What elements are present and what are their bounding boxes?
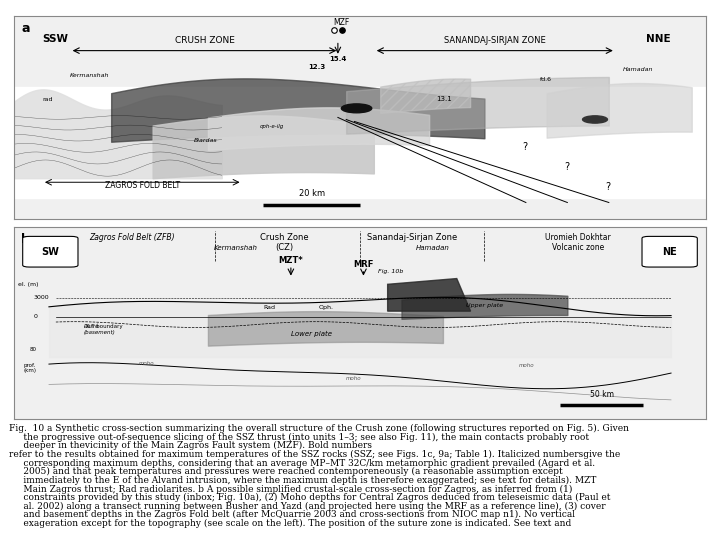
Text: Kermanshah: Kermanshah bbox=[214, 245, 258, 251]
Text: -K.T boundary: -K.T boundary bbox=[84, 325, 122, 329]
Text: ?: ? bbox=[564, 162, 569, 172]
Text: oph-e-ilg: oph-e-ilg bbox=[260, 124, 284, 129]
Text: constraints provided by this study (inbox; Fig. 10a), (2) Moho depths for Centra: constraints provided by this study (inbo… bbox=[9, 493, 610, 502]
Text: deeper in thevicinity of the Main Zagros Fault system (MZF). Bold numbers: deeper in thevicinity of the Main Zagros… bbox=[9, 441, 372, 450]
Text: Fig.  10 a Synthetic cross-section summarizing the overall structure of the Crus: Fig. 10 a Synthetic cross-section summar… bbox=[9, 424, 629, 433]
Text: Oph.: Oph. bbox=[318, 305, 333, 310]
Text: Hamadan: Hamadan bbox=[623, 67, 653, 72]
Text: ?: ? bbox=[606, 183, 611, 192]
Text: moho: moho bbox=[519, 363, 535, 368]
Polygon shape bbox=[387, 279, 471, 311]
Text: prof.
(km): prof. (km) bbox=[23, 363, 36, 374]
Text: 15.4: 15.4 bbox=[329, 56, 346, 62]
Text: MZT*: MZT* bbox=[279, 256, 303, 265]
Text: moho: moho bbox=[139, 361, 155, 366]
Text: moho: moho bbox=[346, 376, 362, 381]
Text: 2005) and that peak temperatures and pressures were reached contemporeneously (a: 2005) and that peak temperatures and pre… bbox=[9, 467, 562, 476]
Text: 0: 0 bbox=[34, 314, 37, 319]
Text: the progressive out-of-sequence slicing of the SSZ thrust (into units 1–3; see a: the progressive out-of-sequence slicing … bbox=[9, 433, 589, 442]
Text: b: b bbox=[22, 233, 30, 246]
Text: Upper plate: Upper plate bbox=[466, 303, 503, 308]
Text: ?: ? bbox=[523, 142, 528, 152]
Text: Rad: Rad bbox=[264, 305, 275, 310]
Text: 80: 80 bbox=[30, 347, 37, 353]
Text: immediately to the E of the Alvand intrusion, where the maximum depth is therefo: immediately to the E of the Alvand intru… bbox=[9, 476, 596, 485]
Text: NNE: NNE bbox=[647, 35, 671, 44]
Text: SSW: SSW bbox=[42, 35, 68, 44]
Text: Main Zagros thrust; Rad radiolarites. b A possible simplified crustal-scale cros: Main Zagros thrust; Rad radiolarites. b … bbox=[9, 484, 572, 494]
Text: 12.3: 12.3 bbox=[308, 64, 325, 70]
Text: ZAGROS FOLD BELT: ZAGROS FOLD BELT bbox=[104, 181, 180, 190]
Text: Sanandaj-Sirjan Zone: Sanandaj-Sirjan Zone bbox=[366, 233, 457, 241]
Text: corresponding maximum depths, considering that an average MP–MT 32C/km metamorph: corresponding maximum depths, considerin… bbox=[9, 458, 595, 468]
Text: Biardas: Biardas bbox=[194, 138, 217, 143]
Text: Zagros Fold Belt (ZFB): Zagros Fold Belt (ZFB) bbox=[89, 233, 175, 241]
Text: rad: rad bbox=[42, 97, 53, 102]
Text: 20 km: 20 km bbox=[299, 190, 325, 198]
Text: Lower plate: Lower plate bbox=[291, 331, 332, 337]
Text: and basement depths in the Zagros Fold belt (after McQuarrie 2003 and cross-sect: and basement depths in the Zagros Fold b… bbox=[9, 510, 575, 519]
Text: 50 km: 50 km bbox=[590, 390, 614, 400]
Text: al. 2002) along a transect running between Busher and Yazd (and projected here u: al. 2002) along a transect running betwe… bbox=[9, 502, 606, 511]
Text: Kermanshah: Kermanshah bbox=[70, 73, 109, 78]
Text: SW: SW bbox=[42, 247, 59, 256]
Text: MRF: MRF bbox=[354, 260, 374, 269]
Text: el. (m): el. (m) bbox=[18, 282, 38, 287]
Text: 3000: 3000 bbox=[34, 295, 50, 300]
FancyBboxPatch shape bbox=[642, 237, 697, 267]
Text: CRUSH ZONE: CRUSH ZONE bbox=[174, 36, 235, 45]
Text: Crush Zone
(CZ): Crush Zone (CZ) bbox=[260, 233, 308, 252]
Text: SANANDAJ-SIRJAN ZONE: SANANDAJ-SIRJAN ZONE bbox=[444, 36, 546, 45]
Text: fd.6: fd.6 bbox=[540, 77, 552, 82]
Text: NE: NE bbox=[662, 247, 677, 256]
Text: Fig. 10b: Fig. 10b bbox=[379, 269, 404, 274]
Text: Hamadan: Hamadan bbox=[415, 245, 449, 251]
Circle shape bbox=[341, 104, 372, 113]
Text: Darré
(basement): Darré (basement) bbox=[84, 325, 115, 335]
Text: exageration except for the topography (see scale on the left). The position of t: exageration except for the topography (s… bbox=[9, 519, 571, 528]
Text: Uromieh Dokhtar
Volcanic zone: Uromieh Dokhtar Volcanic zone bbox=[545, 233, 611, 252]
FancyBboxPatch shape bbox=[23, 237, 78, 267]
Circle shape bbox=[582, 116, 608, 123]
Text: refer to the results obtained for maximum temperatures of the SSZ rocks (SSZ; se: refer to the results obtained for maximu… bbox=[9, 450, 620, 459]
Text: a: a bbox=[22, 22, 30, 35]
Text: 13.1: 13.1 bbox=[436, 96, 451, 102]
Text: MZF: MZF bbox=[333, 18, 349, 27]
